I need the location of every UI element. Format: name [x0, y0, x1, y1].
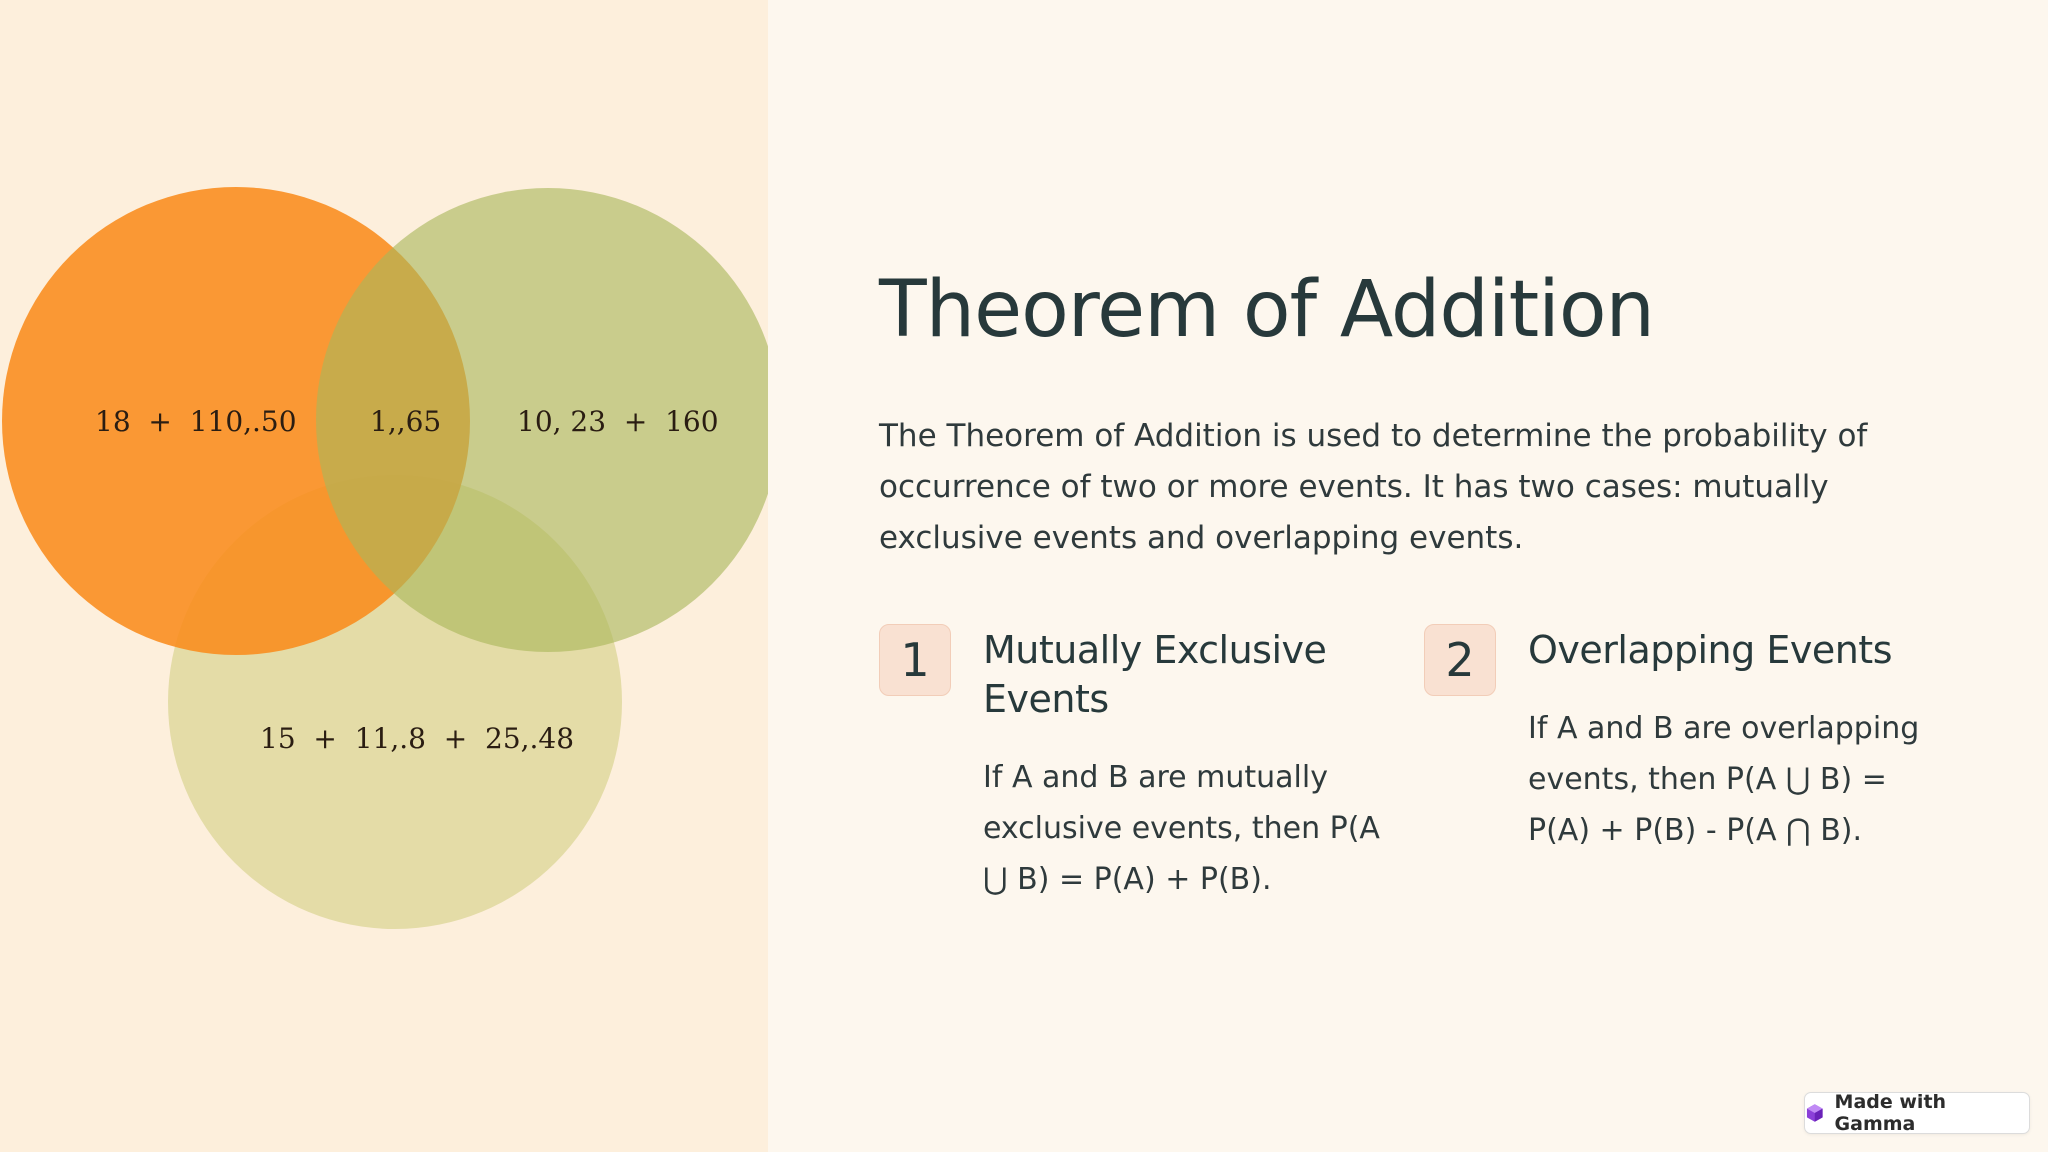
slide-title: Theorem of Addition: [879, 265, 1655, 355]
case-description: If A and B are mutually exclusive events…: [983, 760, 1380, 897]
made-with-gamma-badge[interactable]: Made with Gamma: [1804, 1091, 2030, 1135]
venn-label-a-only: 18 + 110,.50: [95, 405, 297, 438]
case-title: Overlapping Events: [1528, 628, 1893, 672]
content-panel: Theorem of Addition The Theorem of Addit…: [768, 0, 2048, 1152]
case-title: Mutually Exclusive Events: [983, 628, 1327, 721]
gamma-logo-icon: [1806, 1104, 1823, 1122]
case-number-badge: 2: [1424, 624, 1496, 696]
venn-image-panel: 18 + 110,.50 1,,65 10, 23 + 160 15 + 11,…: [0, 0, 768, 1152]
venn-label-a-and-b: 1,,65: [370, 405, 441, 438]
case-number-badge: 1: [879, 624, 951, 696]
badge-label: Made with Gamma: [1834, 1091, 1947, 1135]
case-description: If A and B are overlapping events, then …: [1528, 711, 1920, 848]
venn-label-c-region: 15 + 11,.8 + 25,.48: [260, 722, 574, 755]
intro-paragraph: The Theorem of Addition is used to deter…: [879, 418, 1868, 556]
venn-diagram: 18 + 110,.50 1,,65 10, 23 + 160 15 + 11,…: [2, 187, 768, 929]
venn-circle-b: [316, 188, 768, 652]
venn-label-b-only: 10, 23 + 160: [517, 405, 719, 438]
